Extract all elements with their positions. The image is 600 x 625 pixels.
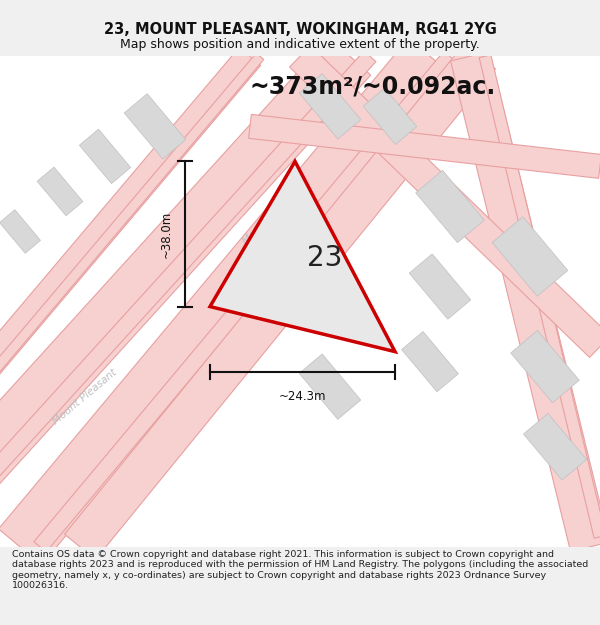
Polygon shape bbox=[523, 414, 587, 480]
Polygon shape bbox=[210, 161, 395, 352]
Polygon shape bbox=[290, 46, 600, 357]
Text: 23, MOUNT PLEASANT, WOKINGHAM, RG41 2YG: 23, MOUNT PLEASANT, WOKINGHAM, RG41 2YG bbox=[104, 22, 496, 37]
Polygon shape bbox=[0, 48, 260, 456]
Polygon shape bbox=[451, 51, 600, 552]
Polygon shape bbox=[79, 129, 131, 184]
Text: 23: 23 bbox=[307, 244, 343, 272]
Text: Mount Pleasant: Mount Pleasant bbox=[51, 367, 119, 426]
Polygon shape bbox=[248, 114, 600, 178]
Text: Map shows position and indicative extent of the property.: Map shows position and indicative extent… bbox=[120, 38, 480, 51]
Polygon shape bbox=[34, 51, 456, 552]
Polygon shape bbox=[299, 354, 361, 419]
Polygon shape bbox=[0, 51, 376, 503]
Polygon shape bbox=[0, 53, 264, 450]
Polygon shape bbox=[401, 331, 458, 392]
Polygon shape bbox=[492, 217, 568, 296]
Polygon shape bbox=[363, 88, 417, 144]
Text: ~373m²/~0.092ac.: ~373m²/~0.092ac. bbox=[250, 74, 496, 98]
Polygon shape bbox=[65, 44, 496, 559]
Text: ~24.3m: ~24.3m bbox=[279, 389, 326, 402]
Polygon shape bbox=[479, 55, 600, 538]
Polygon shape bbox=[124, 94, 186, 159]
Text: Mount Pleasant: Mount Pleasant bbox=[241, 187, 309, 246]
Polygon shape bbox=[409, 254, 471, 319]
Polygon shape bbox=[511, 331, 579, 403]
Polygon shape bbox=[0, 38, 451, 565]
Polygon shape bbox=[0, 38, 371, 516]
Polygon shape bbox=[299, 74, 361, 139]
Polygon shape bbox=[416, 170, 484, 242]
Polygon shape bbox=[37, 167, 83, 216]
Text: ~38.0m: ~38.0m bbox=[160, 211, 173, 258]
Text: Contains OS data © Crown copyright and database right 2021. This information is : Contains OS data © Crown copyright and d… bbox=[12, 550, 588, 590]
Polygon shape bbox=[0, 210, 41, 253]
